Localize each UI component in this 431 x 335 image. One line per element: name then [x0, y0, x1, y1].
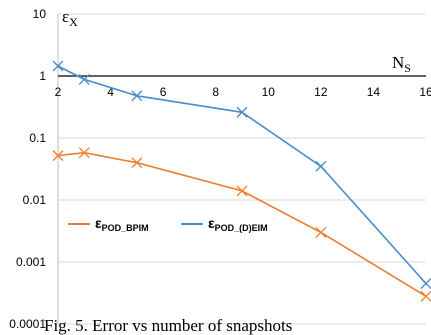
marker-stroke [236, 106, 248, 118]
x-tick-label: 16 [419, 85, 431, 99]
x-tick-label: 6 [160, 85, 167, 99]
series-line-0 [57, 151, 427, 297]
x-tick-label: 14 [367, 85, 381, 99]
y-axis-label-sub: X [69, 15, 78, 29]
x-tick-labels: 2 4 6 8 10 12 14 16 [55, 85, 431, 99]
data-point [52, 60, 64, 72]
y-axis-label: εX [62, 7, 78, 29]
marker-stroke [315, 160, 327, 172]
data-point [131, 157, 143, 169]
data-point [236, 185, 248, 197]
legend-entry-pod-bpim: εPOD_BPIM [95, 215, 149, 233]
marker-stroke [52, 150, 64, 162]
marker-stroke [78, 73, 90, 85]
marker-stroke [420, 278, 431, 289]
series-line-1 [57, 65, 427, 285]
x-tick-label: 2 [55, 85, 62, 99]
y-tick-label: 0.001 [16, 255, 46, 269]
data-point [315, 226, 327, 238]
data-point [420, 290, 431, 302]
x-axis-label-sub: S [404, 61, 411, 75]
data-point [315, 160, 327, 172]
marker-stroke [131, 90, 143, 102]
data-point [78, 73, 90, 85]
marker-stroke [52, 60, 64, 72]
y-tick-label: 10 [33, 7, 47, 21]
data-point [52, 150, 64, 162]
x-tick-label: 4 [107, 85, 114, 99]
legend: εPOD_BPIM εPOD_(D)EIM [68, 215, 268, 233]
marker-stroke [420, 290, 431, 302]
marker-stroke [131, 157, 143, 169]
series-lines [52, 60, 431, 302]
y-tick-label: 0.1 [29, 131, 46, 145]
axes [57, 14, 426, 324]
data-point [420, 278, 431, 289]
marker-stroke [236, 185, 248, 197]
data-point [78, 147, 90, 159]
y-tick-label: 1 [39, 69, 46, 83]
figure-caption: Fig. 5. Error vs number of snapshots [44, 317, 293, 335]
data-point [131, 90, 143, 102]
y-tick-label: 0.01 [23, 193, 47, 207]
x-tick-label: 10 [262, 85, 276, 99]
x-axis-label: NS [392, 53, 411, 75]
x-tick-label: 12 [314, 85, 328, 99]
legend-entry-pod-deim: εPOD_(D)EIM [208, 215, 268, 233]
y-tick-labels: 0.0001 0.001 0.01 0.1 1 10 [9, 7, 46, 331]
marker-stroke [315, 226, 327, 238]
y-tick-label: 0.0001 [9, 317, 46, 331]
x-tick-label: 8 [212, 85, 219, 99]
data-point [236, 106, 248, 118]
gridlines [58, 13, 426, 325]
marker-stroke [78, 147, 90, 159]
